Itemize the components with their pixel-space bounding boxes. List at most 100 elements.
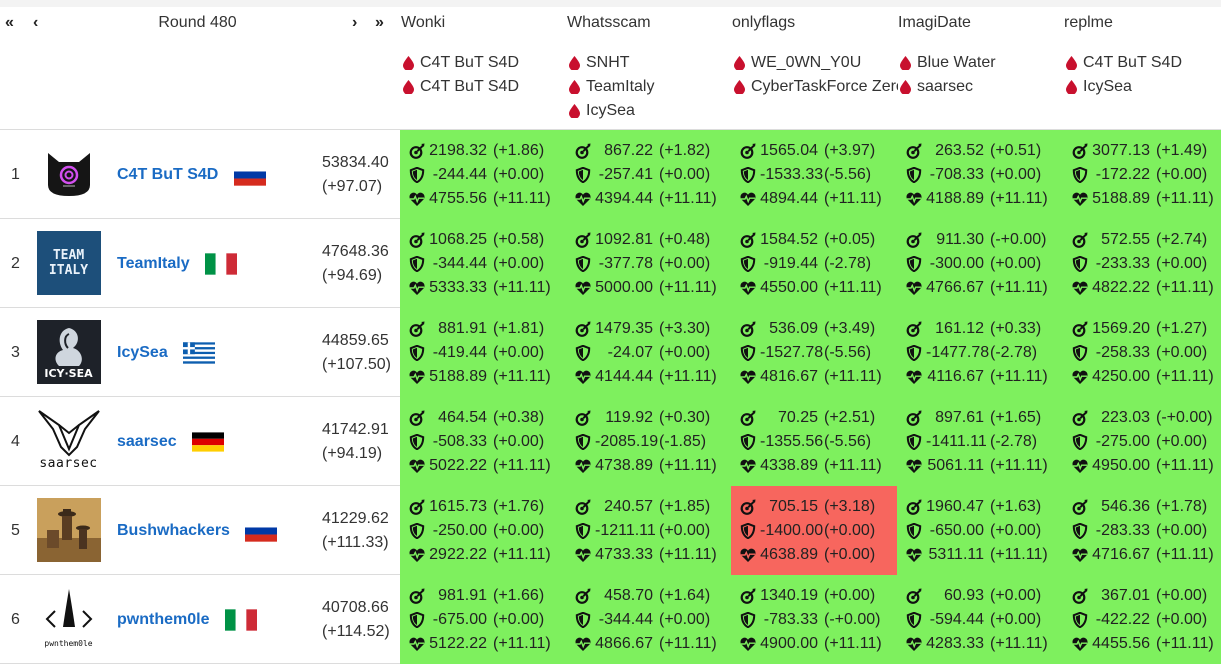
attack-icon [566, 499, 595, 515]
first-blood-team: WE_0WN_Y0U [751, 54, 862, 71]
team-rank: 6 [11, 610, 20, 628]
service-name: replme [1064, 14, 1113, 31]
defense-delta: (+0.00) [659, 611, 711, 628]
service-name: ImagiDate [898, 14, 971, 31]
defense-delta: (+0.00) [493, 522, 545, 539]
score-delta: (+97.07) [322, 177, 383, 195]
shield-icon [731, 256, 760, 272]
defense-points: -675.00 [432, 611, 487, 628]
sla-points: 5188.89 [1092, 190, 1150, 207]
service-header-imagidate: ImagiDate Blue Water saarsec [898, 14, 1064, 99]
first-blood-entry: WE_0WN_Y0U [732, 51, 898, 75]
defense-stat: -283.33 (+0.00) [1063, 519, 1221, 543]
sla-stat: 4144.44 (+11.11) [566, 365, 731, 389]
defense-points: -708.33 [929, 166, 984, 183]
service-header-replme: replme C4T BuT S4D IcySea [1064, 14, 1221, 99]
defense-delta: (+0.00) [493, 255, 545, 272]
defense-stat: -919.44 (-2.78) [731, 252, 897, 276]
attack-points: 911.30 [936, 231, 984, 248]
attack-delta: (+0.30) [659, 409, 711, 426]
attack-points: 1565.04 [760, 142, 818, 159]
defense-points: -172.22 [1095, 166, 1150, 183]
attack-icon [897, 588, 926, 604]
defense-stat: -1527.78 (-5.56) [731, 341, 897, 365]
total-score: 44859.65 [322, 331, 389, 349]
shield-icon [566, 612, 595, 628]
team-name-link[interactable]: saarsec [117, 432, 177, 450]
heartbeat-icon [566, 191, 595, 207]
team-rank: 2 [11, 254, 20, 272]
sla-points: 4116.67 [927, 368, 984, 385]
attack-stat: 1569.20 (+1.27) [1063, 317, 1221, 341]
attack-icon [731, 143, 760, 159]
team-row: 2 TEAM ITALY TeamItaly 47648.36 (+94.69) 1068… [0, 219, 1221, 308]
last-round-button[interactable]: » [375, 14, 384, 31]
defense-points: -919.44 [763, 255, 818, 272]
sla-stat: 5311.11 (+11.11) [897, 543, 1063, 567]
shield-icon [400, 256, 429, 272]
first-blood-entry: SNHT [567, 51, 733, 75]
sla-stat: 4455.56 (+11.11) [1063, 632, 1221, 656]
attack-icon [897, 499, 926, 515]
attack-points: 867.22 [604, 142, 653, 159]
attack-icon [731, 321, 760, 337]
defense-stat: -675.00 (+0.00) [400, 608, 566, 632]
attack-icon [1063, 321, 1092, 337]
team-rank: 3 [11, 343, 20, 361]
defense-points: -344.44 [432, 255, 487, 272]
blood-drop-icon [1064, 56, 1083, 70]
team-name-link[interactable]: TeamItaly [117, 254, 190, 272]
defense-points: -300.00 [929, 255, 984, 272]
attack-stat: 1340.19 (+0.00) [731, 584, 897, 608]
total-score: 47648.36 [322, 242, 389, 260]
next-round-button[interactable]: › [352, 14, 358, 31]
team-name-link[interactable]: C4T BuT S4D [117, 165, 219, 183]
sla-delta: (+11.11) [824, 279, 882, 296]
defense-delta: (+0.00) [659, 344, 711, 361]
first-blood-entry: Blue Water [898, 51, 1064, 75]
defense-delta: (+0.00) [1156, 611, 1208, 628]
defense-delta: (-2.78) [990, 433, 1038, 450]
service-status-cell: 911.30 (-+0.00) -300.00 (+0.00) 4766.67 (+11.… [897, 219, 1063, 308]
shield-icon [1063, 345, 1092, 361]
sla-points: 4894.44 [760, 190, 818, 207]
score-delta: (+94.69) [322, 266, 383, 284]
shield-icon [400, 434, 429, 450]
sla-stat: 4822.22 (+11.11) [1063, 276, 1221, 300]
service-status-cell: 263.52 (+0.51) -708.33 (+0.00) 4188.89 (+11.1… [897, 130, 1063, 219]
blood-drop-icon [401, 80, 420, 94]
defense-stat: -708.33 (+0.00) [897, 163, 1063, 187]
defense-points: -1533.33 [760, 166, 824, 183]
defense-delta: (+0.00) [1156, 433, 1208, 450]
score-delta: (+111.33) [322, 533, 389, 551]
shield-icon [731, 612, 760, 628]
attack-points: 3077.13 [1092, 142, 1150, 159]
service-status-cell: 867.22 (+1.82) -257.41 (+0.00) 4394.44 (+11.1… [566, 130, 731, 219]
sla-stat: 4900.00 (+11.11) [731, 632, 897, 656]
heartbeat-icon [897, 369, 926, 385]
defense-delta: (+0.00) [493, 166, 545, 183]
shield-icon [897, 523, 926, 539]
defense-stat: -172.22 (+0.00) [1063, 163, 1221, 187]
prev-round-button[interactable]: ‹ [33, 14, 39, 31]
first-blood-list: C4T BuT S4D C4T BuT S4D [401, 51, 567, 99]
logo-text: saarsec [39, 456, 98, 471]
team-name-link[interactable]: Bushwhackers [117, 521, 230, 539]
sla-delta: (+11.11) [824, 368, 882, 385]
total-score: 53834.40 [322, 153, 389, 171]
attack-stat: 911.30 (-+0.00) [897, 228, 1063, 252]
sla-points: 5000.00 [595, 279, 653, 296]
team-name-link[interactable]: IcySea [117, 343, 168, 361]
defense-stat: -250.00 (+0.00) [400, 519, 566, 543]
service-status-cell: 881.91 (+1.81) -419.44 (+0.00) 5188.89 (+11.1… [400, 308, 566, 397]
first-round-button[interactable]: « [5, 14, 14, 31]
shield-icon [1063, 612, 1092, 628]
sla-delta: (+11.11) [493, 635, 551, 652]
defense-points: -419.44 [432, 344, 487, 361]
germany-flag [192, 431, 224, 453]
defense-points: -422.22 [1095, 611, 1150, 628]
defense-points: -650.00 [929, 522, 984, 539]
attack-icon [1063, 410, 1092, 426]
team-name-link[interactable]: pwnthem0le [117, 610, 210, 628]
defense-points: -244.44 [432, 166, 487, 183]
